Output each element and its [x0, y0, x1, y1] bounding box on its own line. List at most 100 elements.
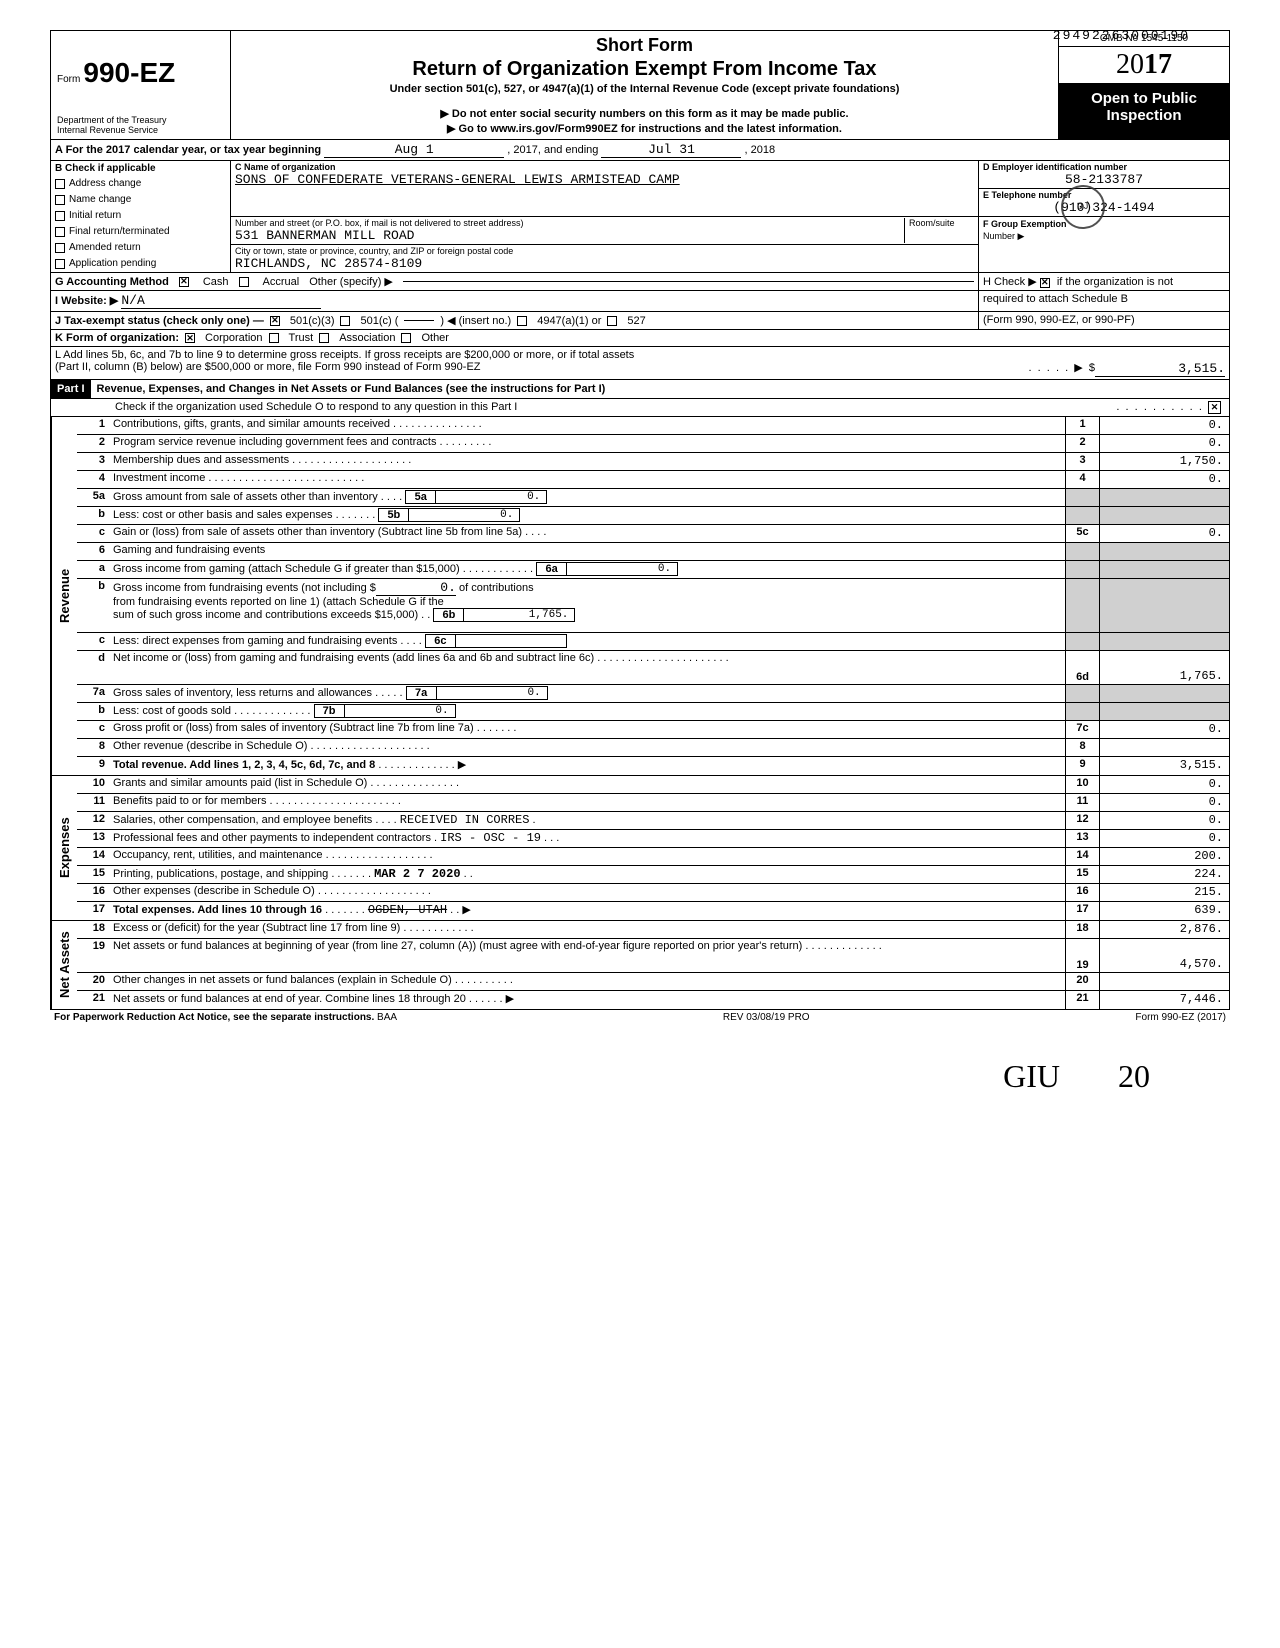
checkbox-cash[interactable] [179, 277, 189, 287]
row7c-desc: Gross profit or (loss) from sales of inv… [113, 722, 474, 734]
row20-desc: Other changes in net assets or fund bala… [113, 974, 452, 986]
line-g-h: G Accounting Method Cash Accrual Other (… [50, 273, 1230, 291]
revenue-side-label: Revenue [51, 417, 77, 775]
j-label: J Tax-exempt status (check only one) — [55, 315, 264, 327]
label-amended: Amended return [69, 240, 141, 256]
row20-val [1099, 973, 1229, 990]
row19-desc: Net assets or fund balances at beginning… [113, 940, 802, 952]
row19-num: 19 [77, 939, 111, 972]
dept-line1: Department of the Treasury [57, 115, 167, 125]
row5b-box [1065, 507, 1099, 524]
checkbox-527[interactable] [607, 316, 617, 326]
checkbox-addr-change[interactable] [55, 179, 65, 189]
line-a-mid: , 2017, and ending [507, 144, 598, 156]
row5b-num: b [77, 507, 111, 524]
label-corp: Corporation [205, 332, 262, 344]
l-text2: (Part II, column (B) below) are $500,000… [55, 361, 481, 377]
line-l: L Add lines 5b, 6c, and 7b to line 9 to … [50, 347, 1230, 380]
k-label: K Form of organization: [55, 332, 179, 344]
footer-left: For Paperwork Reduction Act Notice, see … [54, 1012, 374, 1023]
label-other-method: Other (specify) ▶ [309, 275, 393, 288]
label-insert-no: ) ◀ (insert no.) [440, 314, 511, 327]
other-method-input[interactable] [403, 281, 974, 282]
row12-num: 12 [77, 812, 111, 829]
row16-box: 16 [1065, 884, 1099, 901]
checkbox-trust[interactable] [269, 333, 279, 343]
checkbox-501c3[interactable] [270, 316, 280, 326]
row17-val: 639. [1099, 902, 1229, 920]
row10-desc: Grants and similar amounts paid (list in… [113, 777, 367, 789]
tax-year-end: Jul 31 [601, 142, 741, 158]
row10-box: 10 [1065, 776, 1099, 793]
row15-desc: Printing, publications, postage, and shi… [113, 868, 328, 880]
row15-num: 15 [77, 866, 111, 883]
label-527: 527 [627, 315, 645, 327]
checkbox-assoc[interactable] [319, 333, 329, 343]
row8-desc: Other revenue (describe in Schedule O) [113, 740, 307, 752]
row6d-val: 1,765. [1099, 651, 1229, 684]
revenue-section: Revenue 1Contributions, gifts, grants, a… [50, 417, 1230, 776]
h-text2: if the organization is not [1057, 276, 1173, 288]
checkbox-accrual[interactable] [239, 277, 249, 287]
row13-desc: Professional fees and other payments to … [113, 832, 431, 844]
checkbox-4947[interactable] [517, 316, 527, 326]
checkbox-amended[interactable] [55, 243, 65, 253]
label-addr-change: Address change [69, 176, 141, 192]
row5c-val: 0. [1099, 525, 1229, 542]
checkbox-other-org[interactable] [401, 333, 411, 343]
l-text1: L Add lines 5b, 6c, and 7b to line 9 to … [55, 349, 1225, 361]
row15-val: 224. [1099, 866, 1229, 883]
part1-header-row: Part I Revenue, Expenses, and Changes in… [50, 380, 1230, 399]
checkbox-pending[interactable] [55, 259, 65, 269]
row6a-box [1065, 561, 1099, 578]
netassets-side-label: Net Assets [51, 921, 77, 1009]
checkbox-corp[interactable] [185, 333, 195, 343]
row7c-val: 0. [1099, 721, 1229, 738]
row6-val [1099, 543, 1229, 560]
d-ein-label: D Employer identification number [983, 162, 1225, 172]
stamp-received: RECEIVED IN CORRES [400, 813, 530, 827]
label-501c: 501(c) ( [360, 315, 398, 327]
row6b-val [1099, 579, 1229, 632]
part1-check-row: Check if the organization used Schedule … [50, 399, 1230, 417]
row6c-box [1065, 633, 1099, 650]
row12-box: 12 [1065, 812, 1099, 829]
h-text4: (Form 990, 990-EZ, or 990-PF) [983, 314, 1135, 326]
checkbox-initial[interactable] [55, 211, 65, 221]
row12-desc: Salaries, other compensation, and employ… [113, 814, 372, 826]
row6a-ibox: 6a [537, 563, 567, 575]
row14-num: 14 [77, 848, 111, 865]
main-title: Return of Organization Exempt From Incom… [237, 58, 1052, 81]
row9-desc: Total revenue. Add lines 1, 2, 3, 4, 5c,… [113, 759, 375, 771]
label-accrual: Accrual [263, 276, 300, 288]
row11-num: 11 [77, 794, 111, 811]
501c-insert[interactable] [404, 320, 434, 321]
footer-rev: REV 03/08/19 PRO [723, 1012, 810, 1023]
row5b-ival: 0. [409, 509, 519, 521]
line-a-label: A For the 2017 calendar year, or tax yea… [55, 144, 321, 156]
line-i: I Website: ▶ N/A required to attach Sche… [50, 291, 1230, 312]
row7a-val [1099, 685, 1229, 702]
row18-val: 2,876. [1099, 921, 1229, 938]
col-c: C Name of organization SONS OF CONFEDERA… [231, 161, 979, 272]
row5b-ibox: 5b [379, 509, 409, 521]
header-right: OMB No 1545-1150 20201717 Open to Public… [1059, 31, 1229, 139]
row7a-box [1065, 685, 1099, 702]
row17-num: 17 [77, 902, 111, 920]
row5c-desc: Gain or (loss) from sale of assets other… [113, 526, 522, 538]
checkbox-schedule-o[interactable] [1208, 401, 1221, 414]
footer-right: Form 990-EZ (2017) [1135, 1012, 1226, 1023]
checkbox-schedule-b[interactable] [1040, 278, 1050, 288]
row6b-ibox: 6b [434, 609, 464, 621]
row6a-num: a [77, 561, 111, 578]
row2-val: 0. [1099, 435, 1229, 452]
row5c-box: 5c [1065, 525, 1099, 542]
checkbox-name-change[interactable] [55, 195, 65, 205]
part1-title: Revenue, Expenses, and Changes in Net As… [91, 380, 1229, 398]
checkbox-final[interactable] [55, 227, 65, 237]
dln-number: 29492263000190 [1053, 28, 1190, 43]
row15-box: 15 [1065, 866, 1099, 883]
checkbox-501c[interactable] [340, 316, 350, 326]
row6c-val [1099, 633, 1229, 650]
tax-year-begin: Aug 1 [324, 142, 504, 158]
